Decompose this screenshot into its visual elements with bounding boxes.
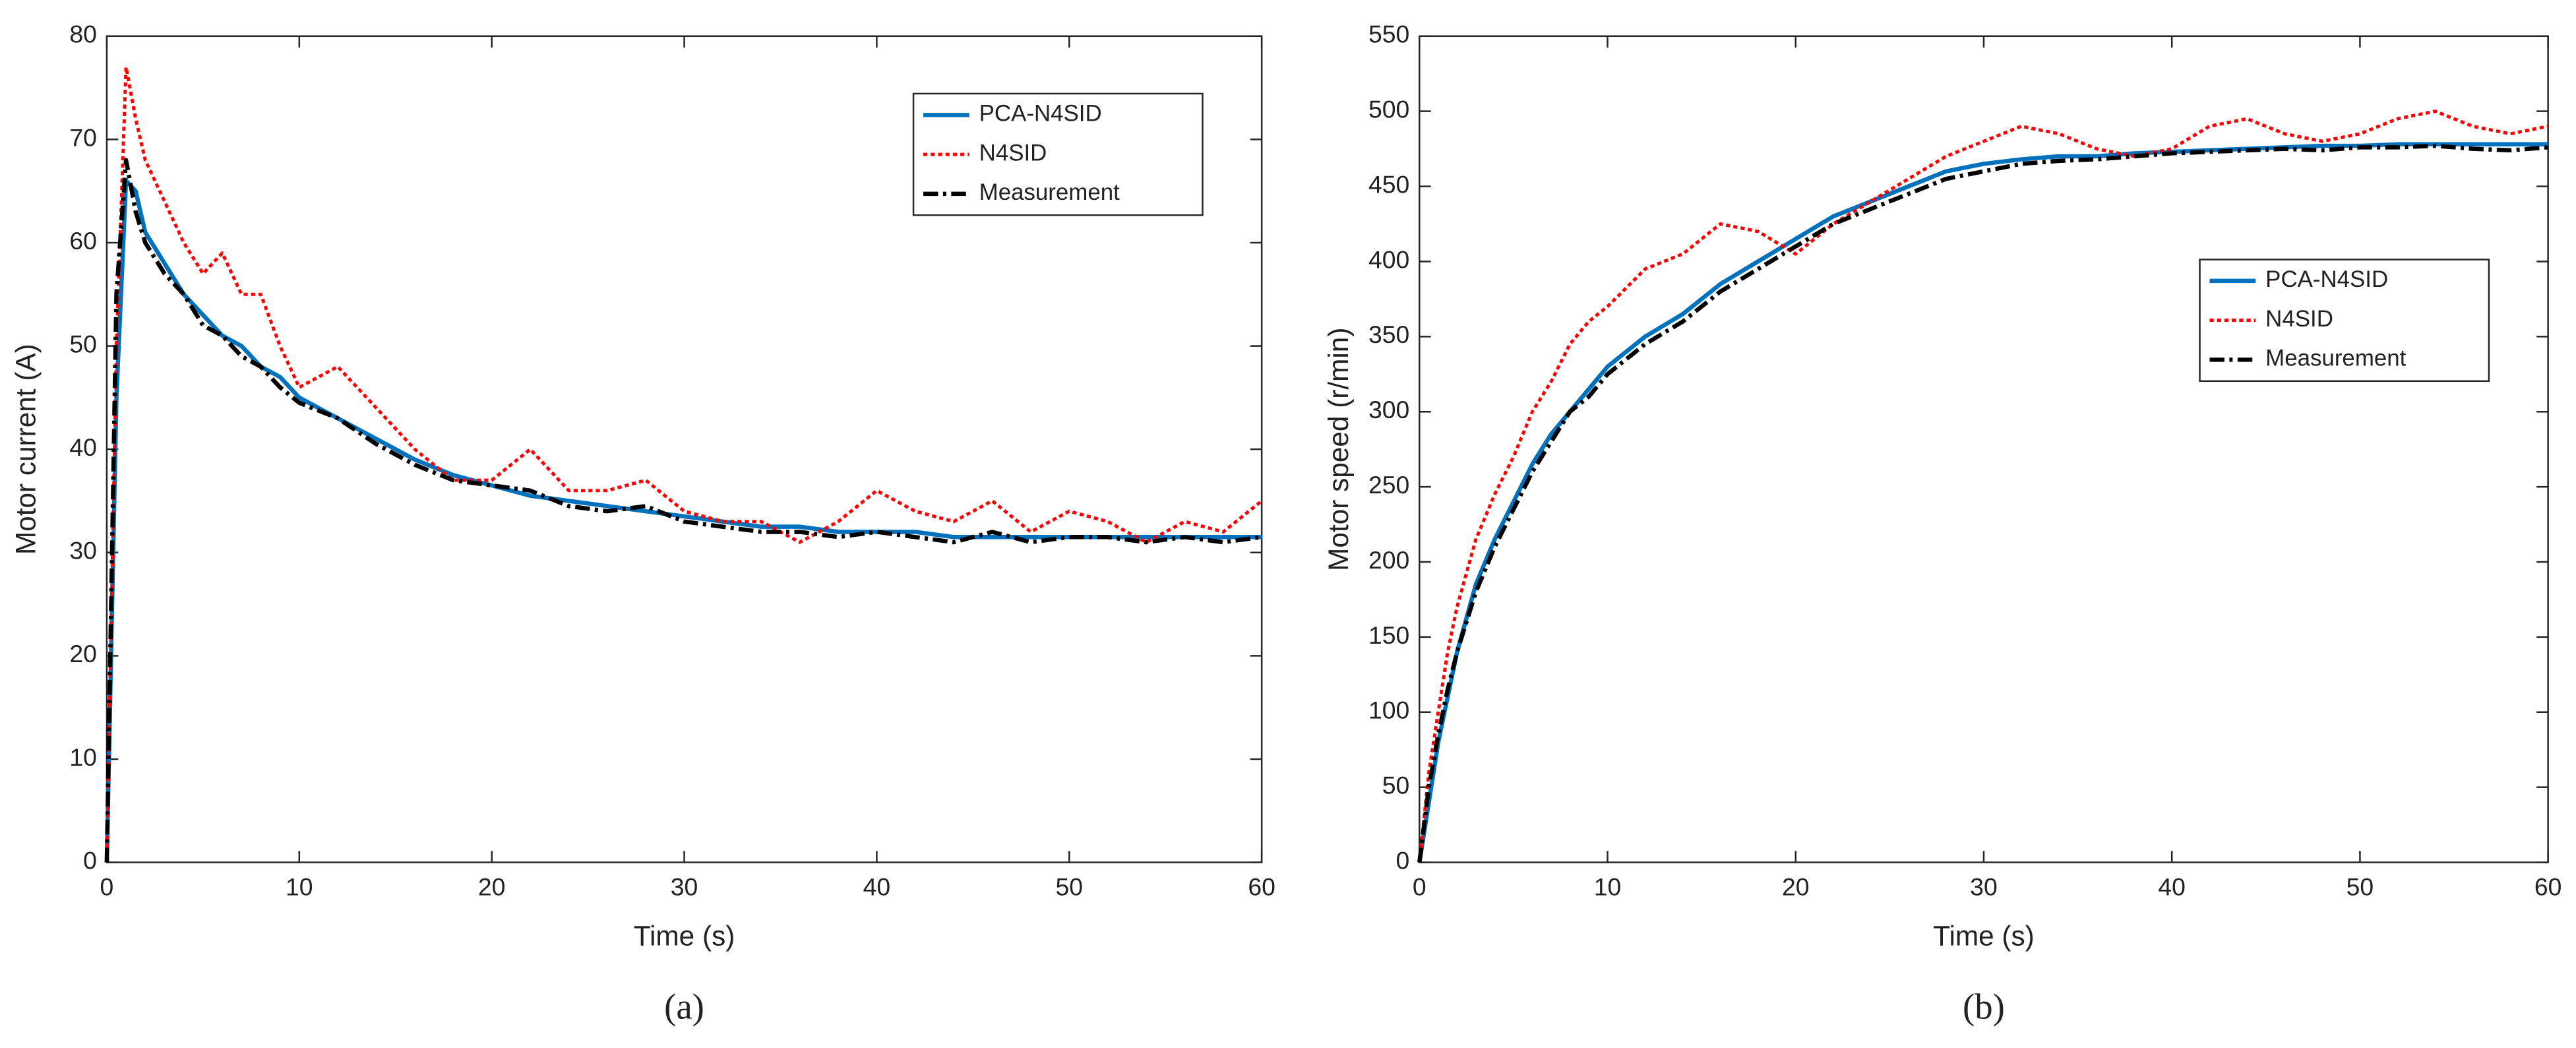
y-tick-label: 100 [1368,696,1409,724]
y-tick-label: 150 [1368,621,1409,649]
y-tick-label: 250 [1368,471,1409,499]
x-tick-label: 40 [863,873,891,900]
y-tick-label: 450 [1368,170,1409,198]
legend-label: PCA-N4SID [2265,266,2388,292]
plot-frame [1419,35,2549,863]
y-axis-label: Motor speed (r/min) [1323,328,1354,571]
x-tick-label: 30 [671,873,698,900]
legend-label: N4SID [2265,306,2333,332]
x-tick-label: 0 [1413,873,1426,900]
x-tick-label: 50 [1055,873,1083,900]
y-tick-label: 70 [69,123,97,151]
y-tick-label: 300 [1368,396,1409,423]
x-tick-label: 60 [2534,873,2562,900]
series-line [105,65,1263,863]
y-tick-label: 400 [1368,245,1409,273]
y-tick-label: 50 [1382,772,1410,799]
caption: (a) [664,986,704,1026]
x-axis-label: Time (s) [634,920,735,951]
x-tick-label: 10 [286,873,313,900]
y-tick-label: 60 [69,227,97,255]
chart: 0 10 20 30 40 50 60 0 50 100 150 200 250 300 350 400 450… [1323,20,2562,1027]
x-tick-label: 20 [1782,873,1810,900]
x-tick-label: 20 [478,873,506,900]
y-tick-label: 40 [69,433,97,461]
y-tick-label: 0 [83,846,97,874]
y-tick-label: 350 [1368,321,1409,348]
x-tick-label: 40 [2158,873,2186,900]
y-tick-label: 500 [1368,96,1409,123]
chart: 0 10 20 30 40 50 60 0 10 20 30 40 50 60 70 80 Time (s) Mo… [11,20,1275,1027]
y-tick-label: 20 [69,640,97,667]
x-tick-label: 30 [1970,873,1998,900]
legend-label: Measurement [979,179,1120,205]
y-tick-label: 80 [69,20,97,48]
series-line [1417,143,2548,863]
y-tick-label: 0 [1396,846,1410,874]
series-line [1417,142,2548,863]
series-line [104,158,1262,863]
y-tick-label: 10 [69,743,97,771]
y-tick-label: 50 [69,330,97,357]
y-tick-label: 200 [1368,546,1409,574]
legend-label: Measurement [2265,346,2406,371]
legend: PCA-N4SID N4SID Measurement [912,92,1204,216]
x-axis-label: Time (s) [1933,920,2035,951]
x-tick-label: 10 [1594,873,1622,900]
y-axis-label: Motor current (A) [11,344,42,555]
y-tick-label: 30 [69,537,97,565]
caption: (b) [1963,986,2005,1026]
legend-label: N4SID [979,140,1047,166]
y-tick-label: 550 [1368,20,1409,48]
x-tick-label: 0 [100,873,114,900]
x-tick-label: 50 [2346,873,2374,900]
legend-label: PCA-N4SID [979,101,1102,127]
x-tick-label: 60 [1248,873,1275,900]
legend: PCA-N4SID N4SID Measurement [2199,259,2490,383]
